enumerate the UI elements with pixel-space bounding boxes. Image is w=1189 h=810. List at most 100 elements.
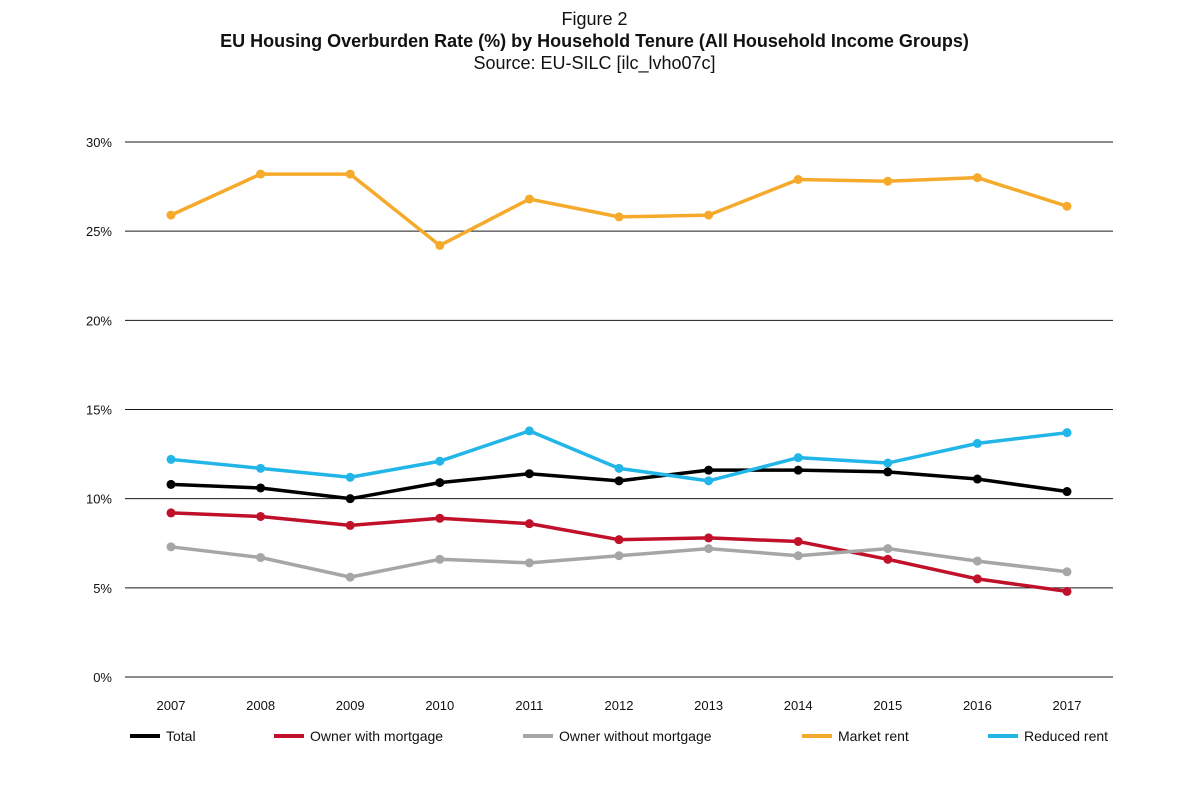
data-point	[704, 210, 714, 220]
y-axis-ticks: 0% 5% 10% 15% 20% 25% 30%	[86, 135, 112, 685]
legend-swatch	[274, 734, 304, 738]
data-point	[883, 458, 893, 468]
data-point	[883, 554, 893, 564]
data-point	[1062, 487, 1072, 497]
data-point	[166, 210, 176, 220]
data-point	[524, 519, 534, 529]
data-point	[614, 463, 624, 473]
series-owner-without-mortgage	[166, 542, 1072, 582]
data-point	[793, 536, 803, 546]
data-point	[614, 476, 624, 486]
y-tick-label: 15%	[86, 403, 112, 418]
x-tick-label: 2007	[157, 698, 186, 713]
legend-swatch	[802, 734, 832, 738]
data-point	[1062, 586, 1072, 596]
series-market-rent	[166, 169, 1072, 250]
data-point	[704, 465, 714, 475]
data-point	[972, 556, 982, 566]
data-point	[345, 572, 355, 582]
x-tick-label: 2008	[246, 698, 275, 713]
series-group	[166, 169, 1072, 596]
legend-item-owner-without-mortgage: Owner without mortgage	[523, 728, 712, 744]
data-point	[256, 553, 266, 563]
data-point	[256, 169, 266, 179]
data-point	[256, 512, 266, 521]
data-point	[793, 465, 803, 475]
legend-label: Reduced rent	[1024, 728, 1109, 744]
x-tick-label: 2010	[425, 698, 454, 713]
series-reduced-rent	[166, 426, 1072, 486]
y-tick-label: 0%	[93, 670, 112, 685]
data-point	[883, 544, 893, 554]
legend: Total Owner with mortgage Owner without mo…	[130, 728, 1120, 748]
x-tick-label: 2013	[694, 698, 723, 713]
data-point	[345, 169, 355, 179]
series-owner-with-mortgage	[166, 508, 1072, 596]
series-total	[166, 465, 1072, 504]
y-tick-label: 20%	[86, 313, 112, 328]
data-point	[166, 479, 176, 489]
data-point	[524, 426, 534, 436]
data-point	[883, 176, 893, 186]
data-point	[435, 456, 445, 466]
data-point	[704, 476, 714, 486]
x-tick-label: 2017	[1053, 698, 1082, 713]
data-point	[256, 483, 266, 493]
data-point	[435, 513, 445, 523]
y-tick-label: 30%	[86, 135, 112, 150]
figure-label: Figure 2	[561, 9, 628, 29]
data-point	[972, 173, 982, 183]
y-tick-label: 10%	[86, 492, 112, 507]
y-tick-label: 25%	[86, 224, 112, 239]
data-point	[614, 212, 624, 222]
data-point	[256, 463, 266, 473]
x-tick-label: 2012	[605, 698, 634, 713]
data-point	[524, 194, 534, 204]
gridlines	[125, 141, 1113, 678]
data-point	[1062, 201, 1072, 211]
series-line	[170, 429, 1068, 483]
data-point	[345, 520, 355, 530]
data-point	[524, 558, 534, 568]
data-point	[793, 174, 803, 184]
data-point	[524, 469, 534, 479]
legend-swatch	[523, 734, 553, 738]
data-point	[972, 474, 982, 484]
x-tick-label: 2009	[336, 698, 365, 713]
data-point	[793, 551, 803, 561]
data-point	[883, 467, 893, 477]
data-point	[166, 508, 176, 518]
data-point	[435, 478, 445, 488]
legend-label: Owner without mortgage	[559, 728, 712, 744]
data-point	[435, 554, 445, 564]
legend-item-total: Total	[130, 728, 196, 744]
chart-title: EU Housing Overburden Rate (%) by Househ…	[220, 31, 969, 51]
legend-label: Total	[166, 728, 196, 744]
x-tick-label: 2014	[784, 698, 813, 713]
legend-item-owner-with-mortgage: Owner with mortgage	[274, 728, 443, 744]
data-point	[972, 438, 982, 448]
legend-item-reduced-rent: Reduced rent	[988, 728, 1108, 744]
series-line	[170, 172, 1068, 248]
legend-item-market-rent: Market rent	[802, 728, 909, 744]
data-point	[704, 544, 714, 554]
data-point	[1062, 567, 1072, 577]
data-point	[614, 551, 624, 561]
legend-label: Market rent	[838, 728, 909, 744]
x-axis-ticks: 2007 2008 2009 2010 2011 2012 2013 2014 2015 2016…	[157, 698, 1082, 713]
x-tick-label: 2015	[873, 698, 902, 713]
data-point	[166, 542, 176, 552]
data-point	[614, 535, 624, 545]
legend-label: Owner with mortgage	[310, 728, 444, 744]
data-point	[345, 472, 355, 482]
data-point	[435, 240, 445, 250]
data-point	[345, 494, 355, 504]
x-tick-label: 2011	[515, 698, 543, 713]
figure-header: Figure 2 EU Housing Overburden Rate (%) …	[0, 8, 1189, 74]
data-point	[166, 454, 176, 464]
chart-source: Source: EU-SILC [ilc_lvho07c]	[473, 53, 716, 73]
data-point	[1062, 428, 1072, 438]
data-point	[704, 533, 714, 543]
legend-swatch	[988, 734, 1018, 738]
